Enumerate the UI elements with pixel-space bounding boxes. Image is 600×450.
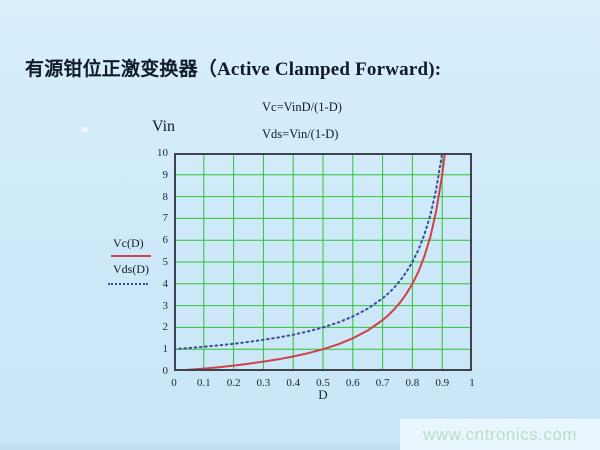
y-tick-label: 6 [162,234,169,247]
y-tick-label: 0 [162,365,169,377]
formula-vc: Vc=VinD/(1-D) [262,100,342,114]
bullet-dot [82,127,88,132]
y-tick-label: 3 [162,299,169,312]
x-tick-label: 0.8 [405,377,420,389]
plot-frame [174,153,472,371]
chart-legend: Vc(D) Vds(D) [108,236,163,285]
x-axis-label: D [318,387,328,402]
watermark-text: www.cntronics.com [423,424,577,444]
watermark-band: www.cntronics.com [400,419,600,450]
legend-label-vds: Vds(D) [113,262,149,276]
x-tick-label: 0.9 [435,377,450,389]
formula-vds: Vds=Vin/(1-D) [262,127,339,141]
chart-svg [174,153,472,371]
legend-line-vc [111,255,151,257]
x-tick-label: 1 [469,377,475,389]
y-tick-label: 8 [162,190,169,203]
x-tick-label: 0.2 [226,377,241,389]
y-axis-title: Vin [152,118,176,135]
x-tick-label: 0.5 [316,377,330,389]
legend-label-vc: Vc(D) [113,236,144,250]
x-tick-label: 0.3 [256,377,271,389]
y-tick-label: 10 [157,147,168,159]
x-tick-label: 0.7 [375,377,390,389]
x-tick-label: 0.1 [196,377,211,389]
y-tick-label: 2 [162,321,169,334]
curve-vcd [174,153,446,371]
bottom-strip [0,445,600,450]
page-title: 有源钳位正激变换器（Active Clamped Forward): [25,59,442,80]
y-tick-label: 1 [162,343,169,356]
y-tick-label: 7 [162,212,169,225]
x-tick-label: 0 [171,377,177,389]
x-tick-label: 0.6 [345,377,360,389]
curve-vdsd [174,153,444,351]
x-tick-label: 0.4 [286,377,301,389]
y-tick-label: 4 [162,277,169,290]
chart-plot-area [174,153,472,371]
y-tick-label: 5 [162,256,169,268]
legend-line-vds [108,283,148,285]
y-tick-label: 9 [162,168,169,181]
